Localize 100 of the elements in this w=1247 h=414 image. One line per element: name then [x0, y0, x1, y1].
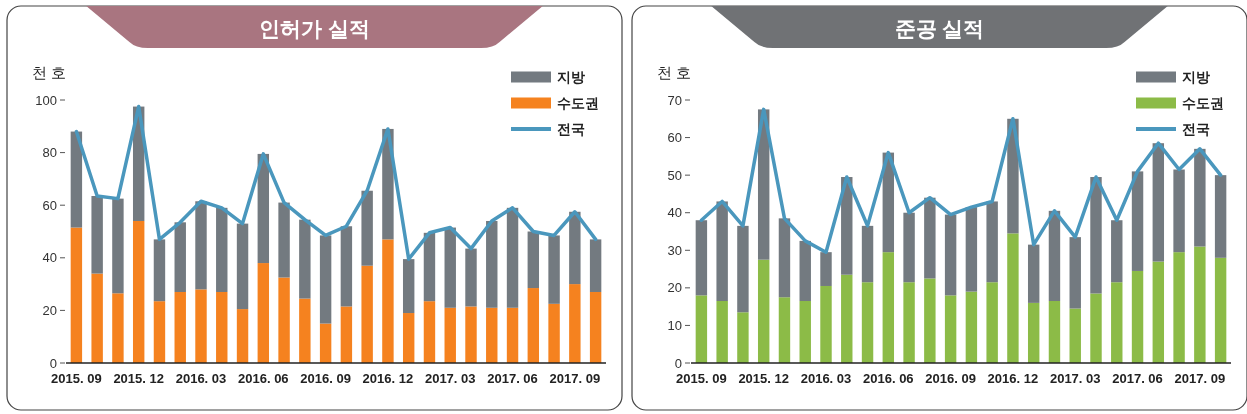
x-tick-label: 2017. 09: [549, 371, 601, 386]
bar: [569, 284, 581, 363]
y-axis-title: 천 호: [32, 64, 67, 81]
bar: [423, 301, 436, 363]
bar: [527, 288, 540, 363]
bar: [944, 295, 957, 363]
bar: [174, 222, 186, 292]
legend-label: 지방: [1182, 70, 1210, 85]
bar: [257, 263, 270, 363]
bar: [778, 218, 791, 298]
x-tick-label: 2015. 09: [51, 371, 102, 386]
bar: [778, 297, 791, 363]
x-tick-label: 2017. 09: [1174, 371, 1226, 386]
bar: [903, 282, 915, 363]
chart-title: 준공 실적: [894, 17, 985, 40]
bar: [1069, 237, 1081, 309]
bar: [716, 201, 728, 302]
bar: [986, 282, 998, 363]
x-tick-label: 2016. 06: [863, 371, 914, 386]
bar: [1194, 148, 1206, 247]
x-tick-label: 2016. 03: [175, 371, 227, 386]
y-tick-label: 100: [35, 92, 57, 108]
bar: [236, 309, 249, 363]
y-tick-label: 30: [667, 242, 682, 258]
y-tick-label: 70: [667, 92, 682, 108]
bar: [841, 274, 853, 363]
bar: [965, 207, 978, 292]
bar: [112, 198, 124, 294]
x-tick-label: 2016. 09: [925, 371, 976, 386]
bar: [174, 291, 186, 363]
bar: [924, 197, 936, 279]
legend-label: 수도권: [557, 96, 599, 111]
bar: [1131, 171, 1144, 271]
bar: [340, 306, 353, 363]
y-tick-label: 20: [667, 280, 682, 296]
x-tick-label: 2015. 12: [113, 371, 164, 386]
bar: [299, 298, 311, 363]
bar: [278, 202, 290, 278]
bar: [153, 239, 166, 302]
bar: [861, 225, 874, 283]
x-tick-label: 2015. 09: [676, 371, 727, 386]
bar: [465, 306, 477, 363]
bar: [465, 248, 477, 307]
x-tick-label: 2016. 03: [800, 371, 852, 386]
bar: [340, 226, 353, 307]
bar: [486, 307, 498, 363]
bar: [402, 259, 415, 314]
x-tick-label: 2016. 06: [238, 371, 289, 386]
bar: [589, 291, 602, 363]
bar: [319, 235, 332, 324]
bar: [716, 301, 728, 363]
bar: [757, 259, 770, 363]
bar: [1007, 233, 1019, 363]
bar: [236, 223, 249, 310]
bar: [486, 220, 498, 308]
bar: [423, 232, 436, 302]
bar: [299, 219, 311, 299]
bar: [361, 265, 373, 363]
bar: [903, 212, 915, 283]
bar: [1090, 177, 1102, 294]
x-tick-label: 2017. 03: [1049, 371, 1101, 386]
bar: [799, 240, 811, 302]
y-tick-label: 50: [667, 167, 682, 183]
bar: [361, 190, 373, 266]
y-tick-label: 80: [42, 145, 57, 161]
bar: [216, 207, 228, 292]
bar: [70, 131, 83, 228]
y-tick-label: 0: [674, 355, 682, 371]
y-tick-label: 0: [49, 355, 57, 371]
bar: [882, 252, 895, 363]
bar: [91, 196, 103, 274]
bar: [1214, 257, 1227, 363]
bar: [1152, 261, 1165, 363]
bar: [965, 291, 978, 363]
x-tick-label: 2017. 06: [487, 371, 538, 386]
bar: [548, 303, 560, 363]
bar: [820, 285, 832, 363]
bar: [112, 293, 124, 363]
bar: [195, 289, 207, 363]
y-tick-label: 10: [667, 317, 682, 333]
bar: [986, 201, 998, 283]
bar: [924, 278, 936, 363]
bar: [799, 301, 811, 363]
bar: [737, 225, 749, 313]
bar: [1111, 220, 1123, 283]
bar: [1173, 252, 1185, 363]
bar: [1027, 302, 1040, 363]
bar: [569, 211, 581, 285]
bar: [1090, 293, 1102, 363]
bar: [695, 220, 708, 296]
legend-label: 지방: [557, 70, 585, 85]
bar: [444, 307, 456, 363]
bar: [382, 239, 394, 363]
bar: [319, 323, 332, 363]
legend-label: 전국: [1182, 122, 1210, 137]
y-tick-label: 40: [42, 250, 57, 266]
bar: [132, 220, 145, 363]
bar: [1069, 308, 1081, 363]
x-tick-label: 2017. 06: [1112, 371, 1163, 386]
bar: [861, 282, 874, 363]
